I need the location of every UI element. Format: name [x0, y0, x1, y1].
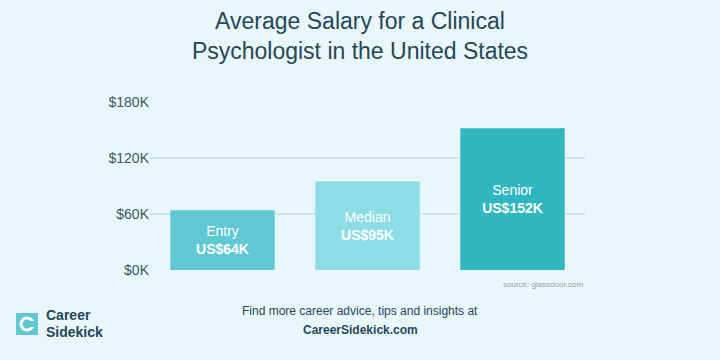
- svg-text:Career: Career: [46, 307, 91, 323]
- svg-text:SeniorUS$152K: SeniorUS$152K: [482, 182, 543, 216]
- svg-text:MedianUS$95K: MedianUS$95K: [341, 209, 394, 243]
- svg-text:CareerSidekick.com: CareerSidekick.com: [303, 323, 418, 337]
- svg-text:$120K: $120K: [109, 150, 150, 166]
- svg-text:$60K: $60K: [116, 206, 149, 222]
- svg-text:EntryUS$64K: EntryUS$64K: [196, 223, 249, 257]
- svg-text:Sidekick: Sidekick: [46, 324, 103, 340]
- svg-text:Average Salary for a ClinicalP: Average Salary for a ClinicalPsychologis…: [192, 8, 528, 64]
- svg-text:$0K: $0K: [124, 262, 150, 278]
- svg-text:Find more career advice, tips: Find more career advice, tips and insigh…: [242, 304, 478, 318]
- svg-text:$180K: $180K: [109, 94, 150, 110]
- svg-text:source: glassdoor.com: source: glassdoor.com: [503, 280, 583, 289]
